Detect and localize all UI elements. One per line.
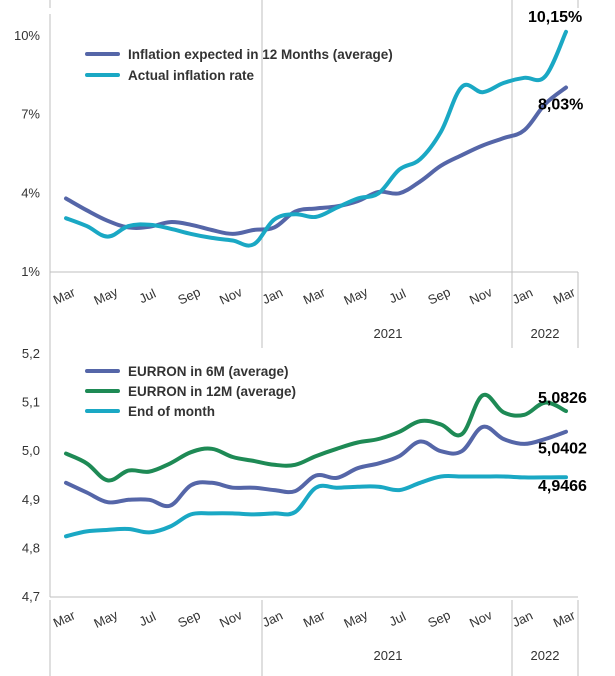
x-tick-label: May [341,284,370,308]
x-tick-label: Sep [425,284,452,307]
x-tick-label: Jan [510,608,535,630]
x-tick-label: Jan [260,285,285,307]
y-tick-label: 5,0 [22,443,40,458]
data-label: 5,0826 [538,390,587,407]
x-tick-label: Jul [137,286,159,307]
x-tick-label: Nov [467,284,495,308]
x-tick-label: Jan [260,608,285,630]
series-line [64,29,568,248]
legend-label: End of month [128,404,215,419]
series-line [64,85,568,236]
y-tick-label: 5,2 [22,346,40,361]
x-tick-label: Sep [175,607,202,630]
data-label: 8,03% [538,96,583,113]
legend-label: EURRON in 12M (average) [128,384,296,399]
x-tick-label: Jul [387,286,409,307]
data-label: 4,9466 [538,478,587,495]
x-tick-label: Mar [551,284,578,307]
legend-label: EURRON in 6M (average) [128,364,289,379]
data-label: 5,0402 [538,441,587,458]
y-tick-label: 4,8 [22,540,40,555]
series-line [64,424,568,509]
x-tick-label: Nov [217,607,245,631]
x-tick-label: May [91,607,120,631]
y-tick-label: 10% [14,28,40,43]
data-label: 10,15% [528,9,582,26]
x-tick-label: May [91,284,120,308]
y-tick-label: 5,1 [22,395,40,410]
x-tick-label: Mar [51,607,78,630]
x-tick-label: Nov [467,607,495,631]
x-tick-label: Sep [425,607,452,630]
y-tick-label: 7% [21,107,40,122]
year-label: 2022 [531,326,560,341]
x-tick-label: May [341,607,370,631]
y-tick-label: 4,9 [22,492,40,507]
legend-label: Actual inflation rate [128,68,255,83]
x-tick-label: Mar [301,284,328,307]
year-label: 2021 [374,326,403,341]
x-tick-label: Jul [387,609,409,630]
x-tick-label: Sep [175,284,202,307]
year-label: 2022 [531,648,560,663]
y-tick-label: 4% [21,185,40,200]
x-tick-label: Mar [551,607,578,630]
y-tick-label: 4,7 [22,589,40,604]
series-line [64,473,568,539]
year-label: 2021 [374,648,403,663]
legend-label: Inflation expected in 12 Months (average… [128,47,393,62]
x-tick-label: Jan [510,285,535,307]
x-tick-label: Mar [301,607,328,630]
x-tick-label: Jul [137,609,159,630]
y-tick-label: 1% [21,264,40,279]
x-tick-label: Mar [51,284,78,307]
x-tick-label: Nov [217,284,245,308]
